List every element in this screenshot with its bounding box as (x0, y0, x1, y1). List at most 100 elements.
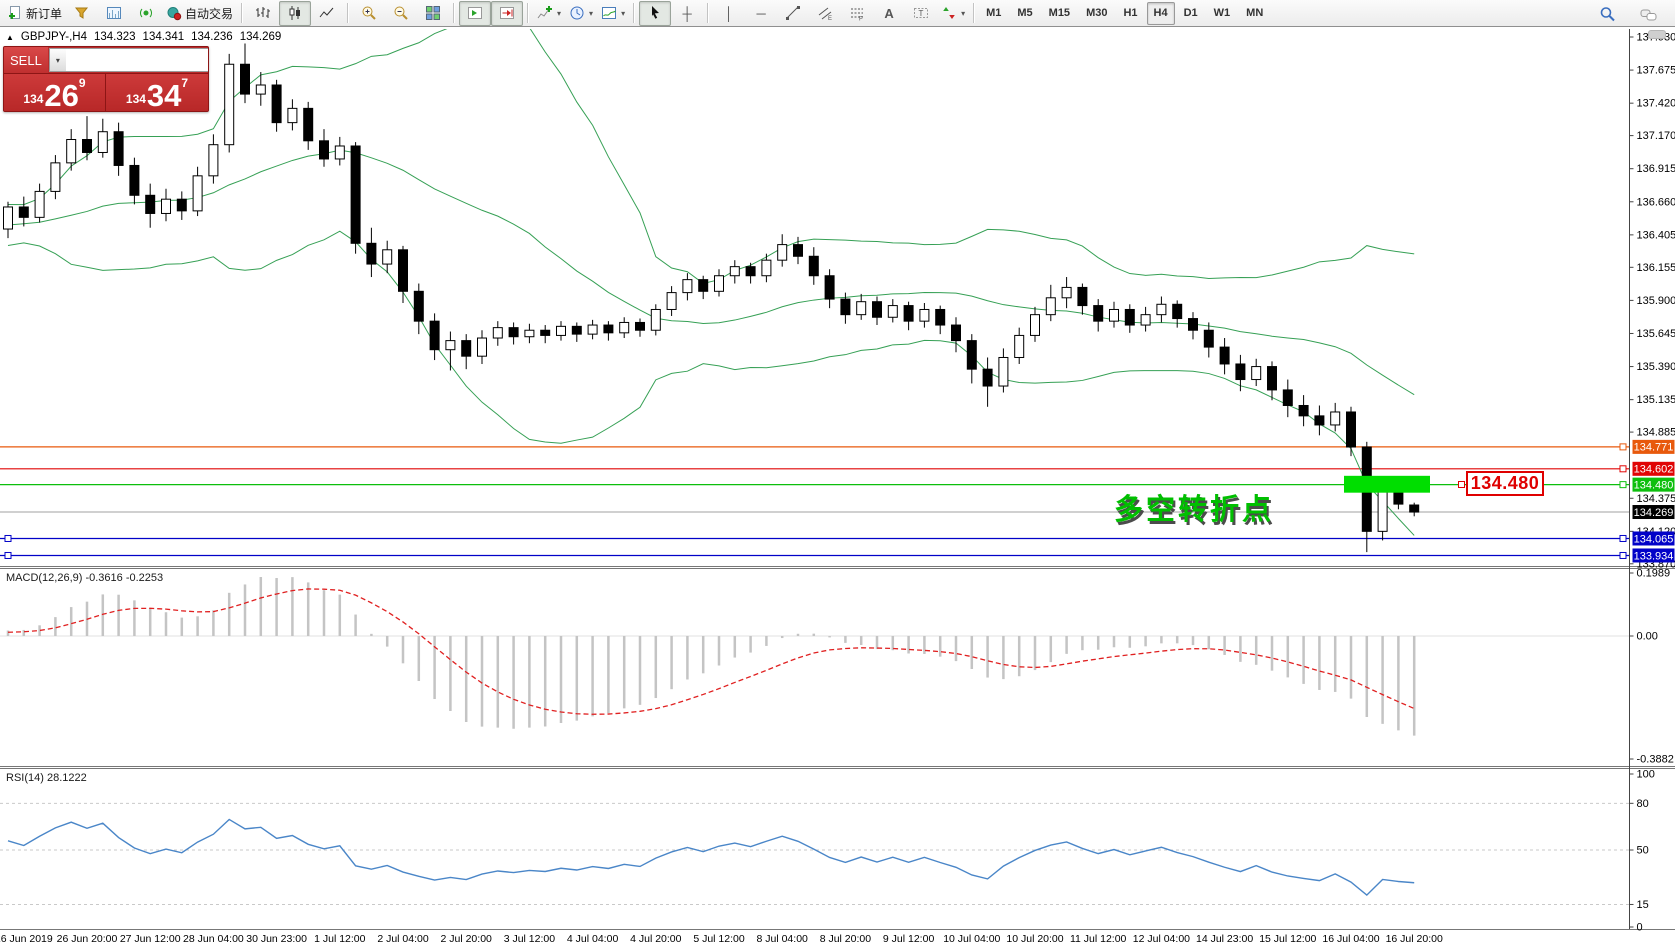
svg-text:0: 0 (1637, 922, 1643, 934)
trendline-icon (785, 5, 801, 21)
chart-shift-button[interactable] (491, 0, 524, 26)
svg-text:11 Jul 12:00: 11 Jul 12:00 (1070, 933, 1127, 945)
new-order-button[interactable]: 新订单 (3, 1, 66, 26)
indicators-button[interactable]: ▾ (533, 1, 565, 26)
signal-button[interactable] (130, 1, 162, 26)
level-label-134.065: 134.065 (4, 531, 1675, 546)
svg-text:135.900: 135.900 (1637, 295, 1675, 307)
line-handle[interactable] (1619, 551, 1627, 559)
line-handle[interactable] (1619, 481, 1627, 489)
highlight-zone[interactable] (1344, 475, 1430, 493)
market-watch-button[interactable] (66, 1, 98, 26)
tf-M1[interactable]: M1 (986, 7, 1002, 19)
crosshair-tool-button[interactable]: ┼ (671, 1, 703, 26)
one-click-trading-panel: SELL ▾ ▴ BUY 134 26 9 134 34 7 (3, 46, 209, 112)
svg-text:136.405: 136.405 (1637, 229, 1675, 241)
tf-M30[interactable]: M30 (1086, 7, 1108, 19)
ohlc-close: 134.269 (239, 31, 282, 43)
volume-input[interactable] (65, 49, 208, 71)
macd-signal-line (7, 588, 1415, 715)
line-chart-type-button[interactable] (311, 1, 343, 26)
svg-text:16 Jul 04:00: 16 Jul 04:00 (1322, 933, 1379, 945)
cursor-icon (647, 5, 663, 21)
ohlc-high: 134.341 (142, 31, 185, 43)
arrows-tool-button[interactable]: ▾ (937, 1, 969, 26)
tf-M15[interactable]: M15 (1048, 7, 1071, 19)
text-tool-button[interactable]: A (873, 1, 905, 26)
ohlc-open: 134.323 (93, 31, 136, 43)
level-label-133.934: 133.934 (4, 548, 1675, 563)
chat-button[interactable] (1633, 2, 1665, 27)
candlestick-chart-type-button[interactable] (279, 0, 312, 26)
tf-D1[interactable]: D1 (1183, 7, 1198, 19)
data-window-button[interactable] (98, 1, 130, 26)
zoom-out-button[interactable] (385, 1, 417, 26)
svg-text:2 Jul 20:00: 2 Jul 20:00 (441, 933, 493, 945)
price-callout-label[interactable]: 134.480 (1466, 471, 1544, 496)
buy-price[interactable]: 134 34 7 (106, 74, 208, 111)
svg-text:135.135: 135.135 (1637, 394, 1675, 406)
collapse-arrow-icon[interactable]: ▲ (6, 32, 14, 42)
rsi-line (7, 818, 1415, 897)
horizontal-line-tool-button[interactable]: ─ (745, 1, 777, 26)
new-order-icon (7, 5, 23, 21)
search-button[interactable] (1591, 2, 1623, 27)
fibonacci-icon: F (849, 5, 865, 21)
toolbar-separator (527, 3, 530, 23)
svg-text:-0.3882: -0.3882 (1637, 754, 1674, 766)
line-handle[interactable] (1619, 534, 1627, 542)
auto-scroll-button[interactable] (459, 0, 492, 26)
tf-H4[interactable]: H4 (1146, 1, 1175, 25)
trendline-tool-button[interactable] (777, 1, 809, 26)
bar-chart-icon (255, 5, 271, 21)
text-label-tool-button[interactable]: T (905, 1, 937, 26)
sell-price-sup: 9 (78, 76, 86, 90)
main-toolbar: 新订单 自动交易 ▾ ▾ ▾ ┼ │ ─ E F A T ▾ M1 M5 M15 M3… (0, 0, 1675, 27)
svg-text:F: F (859, 17, 863, 22)
templates-button[interactable]: ▾ (597, 1, 629, 26)
tf-H1[interactable]: H1 (1123, 7, 1138, 19)
channel-tool-button[interactable]: E (809, 1, 841, 26)
bar-chart-type-button[interactable] (247, 1, 279, 26)
zoom-in-button[interactable] (353, 1, 385, 26)
svg-text:27 Jun 12:00: 27 Jun 12:00 (120, 933, 181, 945)
svg-text:26 Jun 20:00: 26 Jun 20:00 (57, 933, 118, 945)
line-handle[interactable] (1619, 443, 1627, 451)
tile-windows-button[interactable] (417, 1, 449, 26)
svg-text:50: 50 (1637, 845, 1649, 857)
line-handle[interactable] (1619, 465, 1627, 473)
svg-text:0.1989: 0.1989 (1637, 568, 1671, 580)
periods-button[interactable]: ▾ (565, 1, 597, 26)
svg-text:136.915: 136.915 (1637, 163, 1675, 175)
time-axis[interactable]: 26 Jun 2019 26 Jun 20:00 27 Jun 12:00 28 Ju… (0, 933, 1443, 945)
chevron-down-icon: ▾ (589, 8, 594, 18)
svg-text:E: E (828, 16, 832, 21)
volume-decrease-button[interactable]: ▾ (49, 49, 66, 71)
fibonacci-tool-button[interactable]: F (841, 1, 873, 26)
line-handle[interactable] (4, 551, 12, 559)
svg-text:135.645: 135.645 (1637, 328, 1675, 340)
vertical-line-tool-button[interactable]: │ (713, 1, 745, 26)
tile-windows-icon (425, 5, 441, 21)
chart-canvas[interactable]: 137.930137.675137.420137.170136.915136.6… (0, 28, 1675, 947)
zoom-in-icon (361, 5, 377, 21)
tf-W1[interactable]: W1 (1213, 7, 1231, 19)
cursor-tool-button[interactable] (639, 0, 672, 26)
svg-text:134.375: 134.375 (1637, 493, 1675, 505)
svg-text:80: 80 (1637, 798, 1649, 810)
svg-text:10 Jul 20:00: 10 Jul 20:00 (1006, 933, 1063, 945)
zoom-out-icon (393, 5, 409, 21)
sell-button[interactable]: SELL (4, 47, 48, 73)
tf-MN[interactable]: MN (1246, 7, 1264, 19)
scrollbar-grip[interactable] (1648, 30, 1666, 39)
tf-M5[interactable]: M5 (1017, 7, 1033, 19)
callout-handle[interactable] (1458, 481, 1465, 488)
chart-annotation-text[interactable]: 多空转折点 (1114, 494, 1275, 526)
level-label-134.771: 134.771 (1619, 439, 1675, 454)
panel-frame (0, 29, 1675, 930)
svg-text:15: 15 (1637, 899, 1649, 911)
sell-price[interactable]: 134 26 9 (4, 74, 106, 111)
auto-trading-button[interactable]: 自动交易 (162, 1, 237, 26)
rsi-pane: 100 80 50 15 0 (0, 769, 1655, 934)
line-handle[interactable] (4, 534, 12, 542)
